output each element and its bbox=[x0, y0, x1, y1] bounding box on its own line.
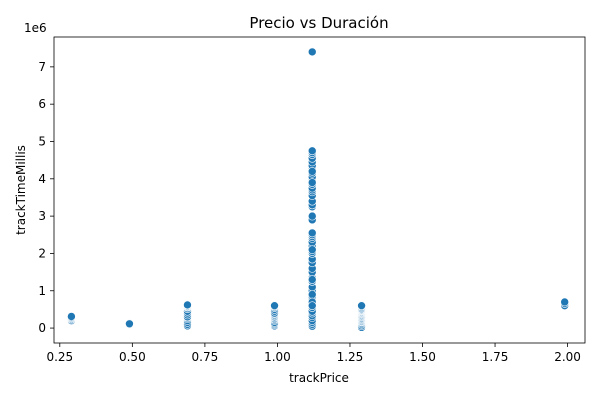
x-axis-ticks: 0.25 0.50 0.75 1.00 1.25 1.50 1.75 2.00 bbox=[46, 343, 581, 364]
chart-title: Precio vs Duración bbox=[249, 14, 388, 32]
x-tick-label: 0.25 bbox=[46, 350, 73, 364]
plot-frame bbox=[53, 36, 586, 344]
x-tick-label: 2.00 bbox=[554, 350, 581, 364]
y-offset-label: 1e6 bbox=[24, 21, 47, 35]
x-tick-label: 0.75 bbox=[192, 350, 219, 364]
data-point bbox=[307, 228, 317, 238]
y-tick-label: 6 bbox=[38, 97, 46, 111]
x-tick-label: 1.25 bbox=[337, 350, 364, 364]
y-axis-ticks: 0 1 2 3 4 5 6 7 bbox=[38, 60, 54, 335]
x-axis-label: trackPrice bbox=[289, 371, 349, 385]
data-point bbox=[307, 275, 317, 284]
y-axis-label: trackTimeMillis bbox=[14, 145, 28, 235]
x-tick-label: 1.50 bbox=[409, 350, 436, 364]
data-point bbox=[307, 211, 317, 221]
data-point bbox=[183, 300, 192, 310]
data-point bbox=[125, 319, 134, 329]
y-tick-label: 5 bbox=[38, 134, 46, 148]
x-tick-label: 1.75 bbox=[482, 350, 509, 364]
data-point bbox=[67, 312, 76, 321]
data-point bbox=[307, 245, 317, 255]
x-tick-label: 0.50 bbox=[119, 350, 146, 364]
data-point bbox=[307, 146, 317, 156]
y-tick-label: 3 bbox=[38, 209, 46, 223]
data-point bbox=[357, 301, 366, 310]
data-points bbox=[67, 47, 569, 332]
data-point bbox=[307, 301, 317, 310]
data-point bbox=[307, 167, 317, 176]
y-tick-label: 2 bbox=[38, 246, 46, 260]
x-tick-label: 1.00 bbox=[264, 350, 291, 364]
y-tick-label: 4 bbox=[38, 172, 46, 186]
y-tick-label: 1 bbox=[38, 284, 46, 298]
data-point bbox=[270, 301, 279, 310]
y-tick-label: 7 bbox=[38, 60, 46, 74]
data-point bbox=[307, 178, 317, 187]
data-point bbox=[307, 290, 317, 299]
data-point bbox=[560, 297, 569, 307]
data-point bbox=[307, 47, 317, 57]
y-tick-label: 0 bbox=[38, 321, 46, 335]
